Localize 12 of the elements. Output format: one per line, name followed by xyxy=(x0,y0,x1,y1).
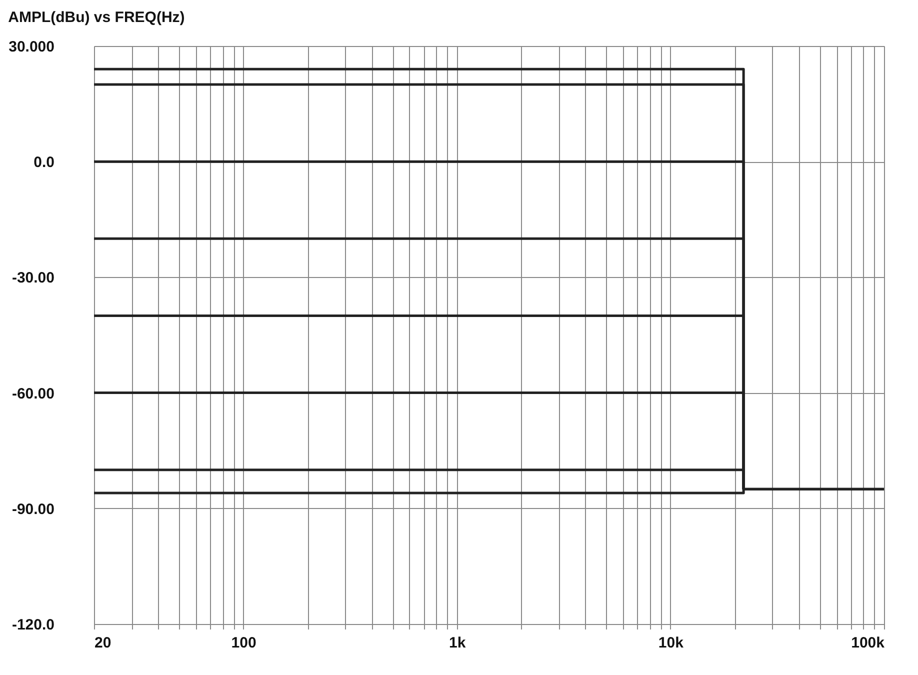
y-tick-label: -90.00 xyxy=(12,500,54,518)
x-tick-label: 1k xyxy=(449,634,466,652)
y-tick-label: -120.0 xyxy=(12,616,54,634)
y-tick-label: -30.00 xyxy=(12,270,54,287)
y-tick-label: -60.00 xyxy=(12,385,54,402)
chart-title: AMPL(dBu) vs FREQ(Hz) xyxy=(8,9,185,26)
y-tick-label: 30.000 xyxy=(8,38,54,56)
x-tick-label: 100 xyxy=(231,634,256,652)
y-tick-label: 0.0 xyxy=(34,154,54,172)
x-tick-label: 20 xyxy=(94,634,112,652)
x-tick-label: 10k xyxy=(658,634,684,652)
x-tick-label: 100k xyxy=(851,634,886,652)
